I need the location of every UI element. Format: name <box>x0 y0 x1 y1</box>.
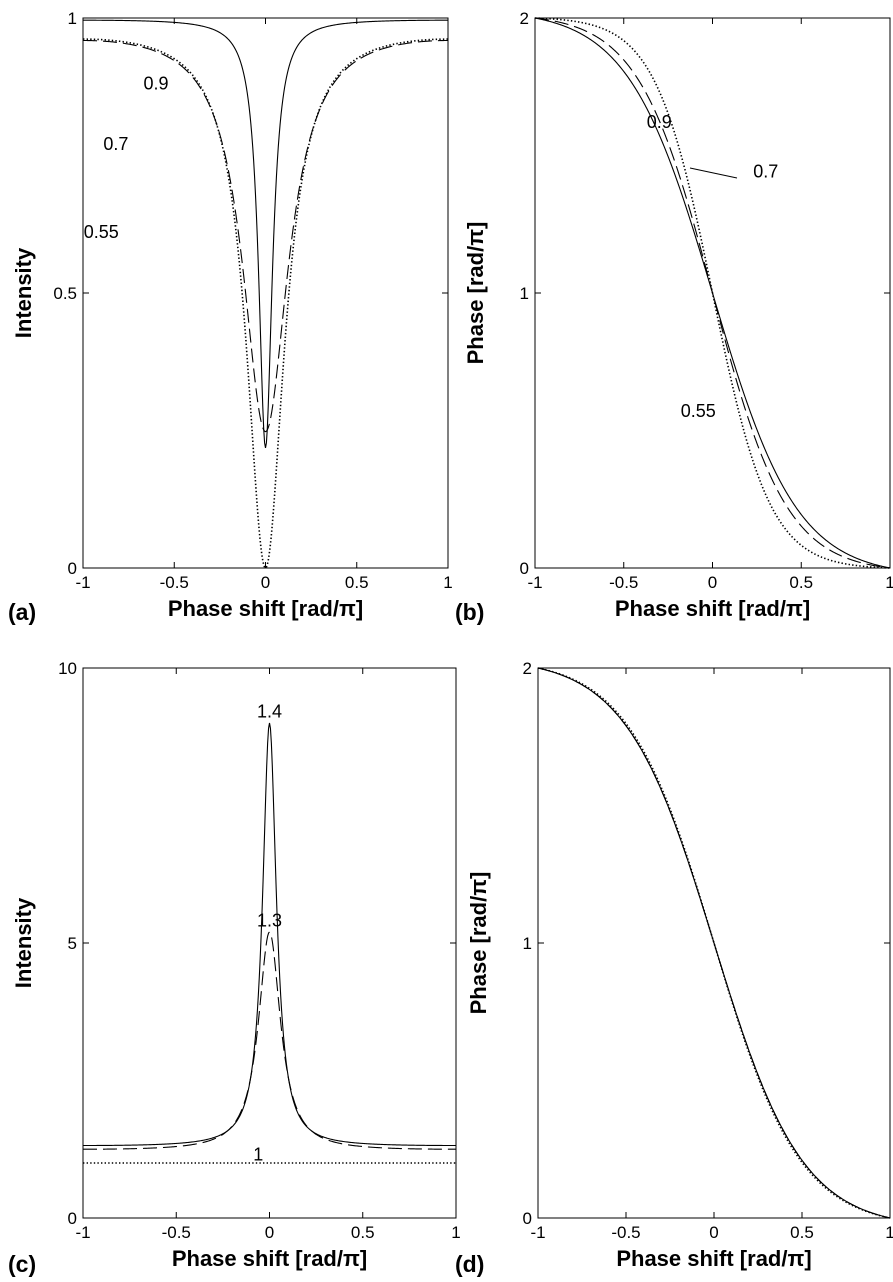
panel-d-xtick-label: -1 <box>530 1223 545 1242</box>
panel-d-xtick-label: 0.5 <box>790 1223 814 1242</box>
panel-b-ylabel: Phase [rad/π] <box>463 222 488 365</box>
panel-a-annotation: 0.55 <box>84 222 119 242</box>
panel-d: -1 -0.5 0 0.5 1 0 1 2 Phase shift [rad/π] Phase… <box>455 659 893 1277</box>
panel-b-ytick-label: 0 <box>520 559 529 578</box>
panel-c-xlabel: Phase shift [rad/π] <box>172 1246 367 1271</box>
panel-c-ytick-label: 0 <box>68 1209 77 1228</box>
panel-b-xtick-label: -1 <box>527 573 542 592</box>
panel-a-annotations: 0.9 0.7 0.55 <box>84 74 169 243</box>
panel-a: -1 -0.5 0 0.5 1 0 0.5 1 0.9 0.7 0.55 Phase shift … <box>8 9 453 625</box>
panel-d-series-1_3-line <box>537 667 891 1219</box>
panel-c-annotation: 1.3 <box>257 911 282 931</box>
panel-a-annotation: 0.9 <box>143 74 168 94</box>
panel-c-annotations: 1.4 1.3 1 <box>253 702 282 1165</box>
panel-d-ytick-label: 0 <box>523 1209 532 1228</box>
panel-d-series-1-line <box>537 667 891 1219</box>
panel-b-annotation: 0.55 <box>681 401 716 421</box>
panel-b-annotation: 0.7 <box>753 162 778 182</box>
panel-c-xtick-label: 0 <box>265 1223 274 1242</box>
panel-a-ytick-label: 1 <box>68 9 77 28</box>
panel-c-series-1_4-line <box>83 722 456 1147</box>
panel-d-ylabel: Phase [rad/π] <box>466 872 491 1015</box>
panel-c-ylabel: Intensity <box>11 897 36 988</box>
panel-a-series-0_55-line <box>82 38 449 570</box>
panel-b-series-0_55-line <box>534 17 891 569</box>
panel-b-xtick-label: -0.5 <box>609 573 638 592</box>
panel-c-ytick-label: 5 <box>68 934 77 953</box>
panel-a-ytick-label: 0.5 <box>53 284 77 303</box>
panel-c-xtick-label: -0.5 <box>162 1223 191 1242</box>
panel-b-ticks: -1 -0.5 0 0.5 1 0 1 2 <box>520 9 893 592</box>
panel-a-xtick-label: 0 <box>261 573 270 592</box>
panel-a-curves <box>82 19 449 570</box>
panel-c-annotation: 1 <box>253 1144 263 1164</box>
panel-a-annotation: 0.7 <box>103 134 128 154</box>
panel-d-ytick-label: 1 <box>523 934 532 953</box>
panel-b-xlabel: Phase shift [rad/π] <box>615 596 810 621</box>
panel-c-series-1_3-line <box>83 931 456 1150</box>
panel-b: -1 -0.5 0 0.5 1 0 1 2 0.9 0.7 0.55 Phase shift [r… <box>455 9 893 625</box>
panel-c-curves <box>83 722 456 1164</box>
panel-d-xtick-label: 1 <box>885 1223 893 1242</box>
panel-a-series-0_7-line <box>83 39 448 433</box>
panel-a-xlabel: Phase shift [rad/π] <box>168 596 363 621</box>
panel-c-label: (c) <box>8 1251 36 1277</box>
panel-b-annotation: 0.9 <box>647 112 672 132</box>
panel-b-ytick-label: 2 <box>520 9 529 28</box>
panel-b-annotations: 0.9 0.7 0.55 <box>647 112 779 421</box>
panel-b-xtick-label: 1 <box>885 573 893 592</box>
panel-b-xtick-label: 0 <box>708 573 717 592</box>
panel-c-xtick-label: -1 <box>75 1223 90 1242</box>
panel-d-ytick-label: 2 <box>523 659 532 678</box>
panel-a-series-0_9-line <box>83 19 448 448</box>
panel-b-leader-line <box>689 167 738 179</box>
panel-b-xtick-label: 0.5 <box>789 573 813 592</box>
panel-a-ylabel: Intensity <box>11 247 36 338</box>
panel-d-xtick-label: 0 <box>709 1223 718 1242</box>
panel-c-xtick-label: 1 <box>451 1223 460 1242</box>
panel-c-xtick-label: 0.5 <box>351 1223 375 1242</box>
panel-d-xtick-label: -0.5 <box>611 1223 640 1242</box>
panel-c-annotation: 1.4 <box>257 702 282 722</box>
panel-b-curves <box>534 17 891 569</box>
panel-b-label: (b) <box>455 599 484 625</box>
panel-d-label: (d) <box>455 1251 484 1277</box>
panel-b-ytick-label: 1 <box>520 284 529 303</box>
panel-a-xtick-label: 0.5 <box>345 573 369 592</box>
panel-d-xlabel: Phase shift [rad/π] <box>616 1246 811 1271</box>
panel-a-label: (a) <box>8 599 36 625</box>
panel-a-xtick-label: -1 <box>75 573 90 592</box>
panel-a-ytick-label: 0 <box>68 559 77 578</box>
panel-c-ytick-label: 10 <box>58 659 77 678</box>
panel-d-curves <box>537 667 891 1219</box>
panel-a-xtick-label: -0.5 <box>160 573 189 592</box>
panel-d-ticks: -1 -0.5 0 0.5 1 0 1 2 <box>523 659 893 1242</box>
panel-a-ticks: -1 -0.5 0 0.5 1 0 0.5 1 <box>53 9 452 592</box>
panel-a-xtick-label: 1 <box>443 573 452 592</box>
